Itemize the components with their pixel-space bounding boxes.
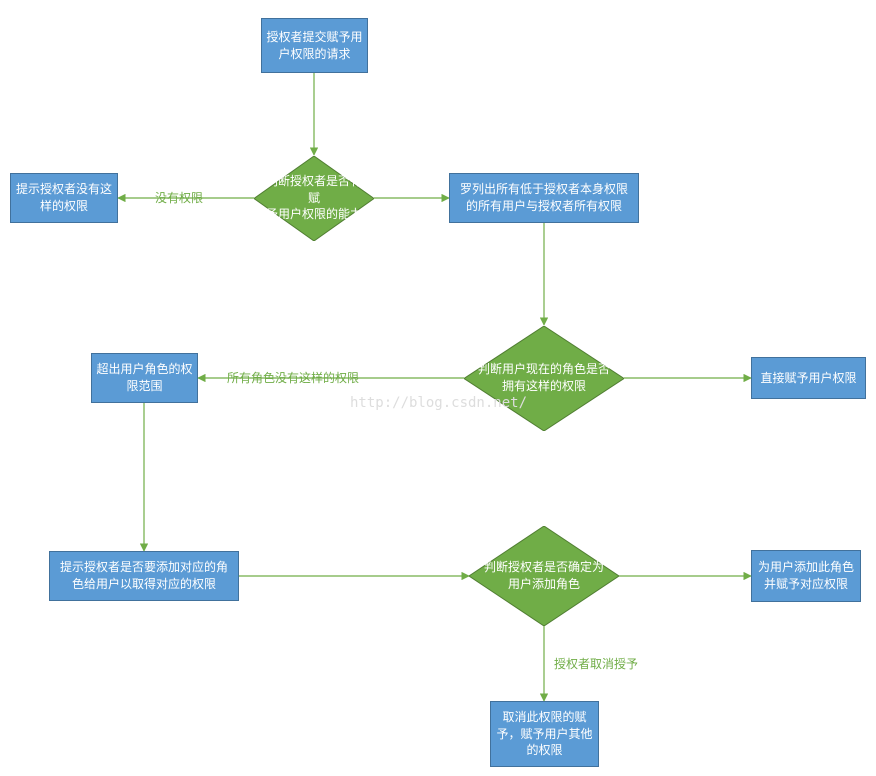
node-n5: 判断用户现在的角色是否 拥有这样的权限 <box>464 326 624 431</box>
node-n6: 直接赋予用户权限 <box>751 357 866 399</box>
node-n11: 取消此权限的赋 予，赋予用户其他 的权限 <box>490 701 599 767</box>
node-n10: 为用户添加此角色 并赋予对应权限 <box>751 550 861 602</box>
node-n2: 判断授权者是否有赋 予用户权限的能力 <box>254 156 374 241</box>
edge-label-n5-n7: 所有角色没有这样的权限 <box>227 369 359 386</box>
node-n3: 提示授权者没有这 样的权限 <box>10 173 118 223</box>
edge-label-n2-n3: 没有权限 <box>155 189 203 206</box>
node-n1: 授权者提交赋予用 户权限的请求 <box>261 18 368 73</box>
node-n4: 罗列出所有低于授权者本身权限 的所有用户与授权者所有权限 <box>449 173 639 223</box>
node-n7: 超出用户角色的权 限范围 <box>91 353 198 403</box>
watermark: http://blog.csdn.net/ <box>350 395 527 411</box>
node-n8: 提示授权者是否要添加对应的角 色给用户以取得对应的权限 <box>49 551 239 601</box>
edge-label-n9-n11: 授权者取消授予 <box>554 655 638 672</box>
node-n9: 判断授权者是否确定为 用户添加角色 <box>469 526 619 626</box>
